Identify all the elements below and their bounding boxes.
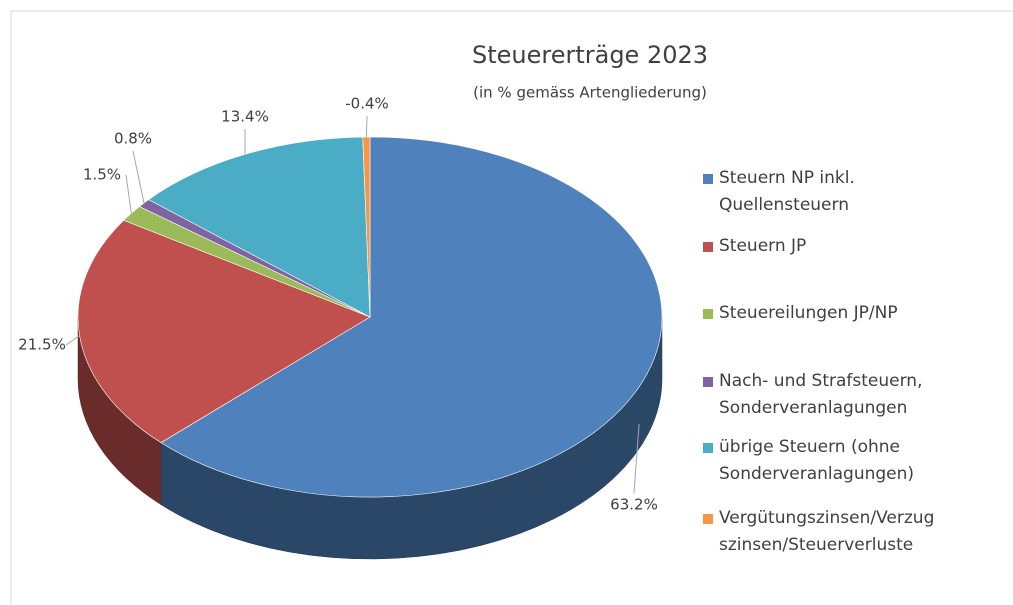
data-label: 0.8% bbox=[114, 130, 152, 148]
legend-label: übrige Steuern (ohne Sonderveranlagungen… bbox=[719, 437, 915, 484]
legend-item: Vergütungszinsen/Verzugszinsen/Steuerver… bbox=[703, 505, 943, 559]
legend-label: Steuern NP inkl. Quellensteuern bbox=[719, 168, 855, 215]
legend-item: Steuern JP bbox=[703, 233, 943, 260]
slice bbox=[160, 136, 663, 498]
legend-item: Steuereilungen JP/NP bbox=[703, 300, 943, 327]
legend-label: Nach- und Strafsteuern, Sonderveranlagun… bbox=[719, 371, 923, 418]
leader-line bbox=[125, 174, 132, 214]
legend-item: übrige Steuern (ohne Sonderveranlagungen… bbox=[703, 434, 943, 488]
legend-item: Steuern NP inkl. Quellensteuern bbox=[703, 165, 943, 219]
data-label: -0.4% bbox=[345, 95, 389, 113]
legend-swatch bbox=[703, 443, 713, 453]
data-label: 13.4% bbox=[221, 108, 269, 126]
legend-item: Nach- und Strafsteuern, Sonderveranlagun… bbox=[703, 368, 943, 422]
leader-line bbox=[365, 115, 368, 138]
legend-label: Steuereilungen JP/NP bbox=[719, 303, 898, 323]
chart-title: Steuererträge 2023 bbox=[472, 41, 708, 69]
legend-label: Steuern JP bbox=[719, 236, 807, 256]
leader-line bbox=[132, 150, 145, 204]
legend-swatch bbox=[703, 242, 713, 252]
legend-label: Vergütungszinsen/Verzugszinsen/Steuerver… bbox=[719, 508, 935, 555]
leader-line bbox=[65, 335, 80, 346]
data-label: 1.5% bbox=[83, 166, 121, 184]
chart-subtitle: (in % gemäss Artengliederung) bbox=[473, 84, 707, 102]
legend-swatch bbox=[703, 514, 713, 524]
legend-swatch bbox=[703, 377, 713, 387]
legend-swatch bbox=[703, 309, 713, 319]
leader-line bbox=[633, 424, 640, 494]
data-label: 63.2% bbox=[610, 496, 658, 514]
legend-swatch bbox=[703, 174, 713, 184]
data-label: 21.5% bbox=[18, 336, 66, 354]
slice bbox=[362, 136, 371, 318]
